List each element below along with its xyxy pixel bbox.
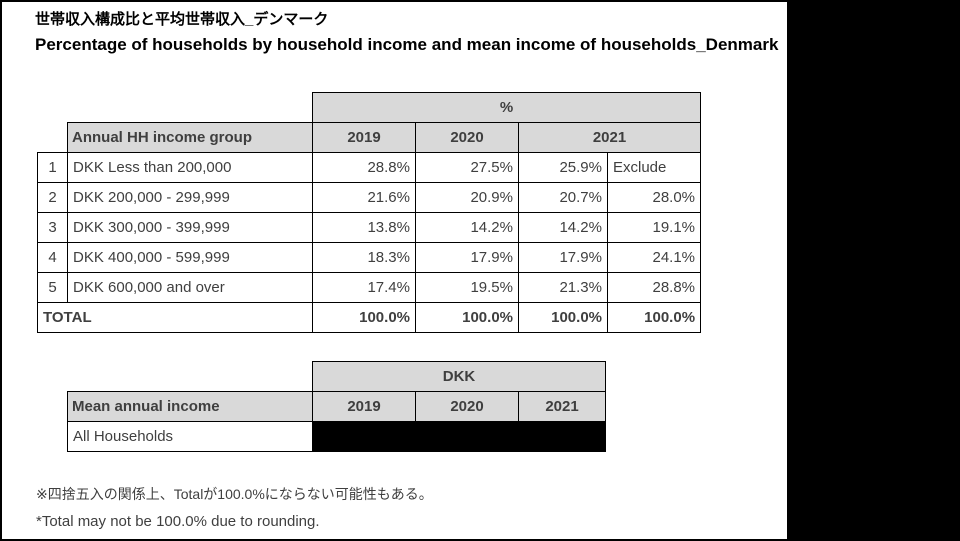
spacer-cell [68, 362, 313, 392]
row-label: DKK 300,000 - 399,999 [67, 212, 313, 243]
value-2021-adjusted: 28.8% [606, 272, 702, 303]
table-row: 3 DKK 300,000 - 399,999 13.8% 14.2% 14.2… [37, 212, 702, 243]
total-label: TOTAL [37, 302, 313, 333]
row-number: 3 [37, 212, 68, 243]
value-2020: 20.9% [415, 182, 519, 213]
value-2021: 25.9% [518, 152, 608, 183]
table-row: 5 DKK 600,000 and over 17.4% 19.5% 21.3%… [37, 272, 702, 303]
group-header-cell: Mean annual income [67, 391, 313, 422]
value-2021: 21.3% [518, 272, 608, 303]
row-label: DKK 400,000 - 599,999 [67, 242, 313, 273]
total-2019: 100.0% [312, 302, 416, 333]
row-label: DKK 200,000 - 299,999 [67, 182, 313, 213]
total-row: TOTAL 100.0% 100.0% 100.0% 100.0% [37, 302, 702, 333]
value-2019: 18.3% [312, 242, 416, 273]
footnote-japanese: ※四捨五入の関係上、Totalが100.0%にならない可能性もある。 [36, 486, 433, 502]
year-header-2019: 2019 [312, 122, 416, 153]
unit-header-cell: DKK [312, 361, 606, 392]
value-2021-adjusted: 28.0% [606, 182, 702, 213]
row-number: 5 [37, 272, 68, 303]
row-label: DKK 600,000 and over [67, 272, 313, 303]
year-header-2021: 2021 [518, 391, 606, 422]
value-2021-adjusted: Exclude [606, 152, 702, 183]
value-2019: 17.4% [312, 272, 416, 303]
redacted-side-panel [787, 2, 958, 539]
value-2021: 17.9% [518, 242, 608, 273]
year-header-2021: 2021 [517, 122, 702, 153]
row-number: 1 [37, 152, 68, 183]
table-row: 1 DKK Less than 200,000 28.8% 27.5% 25.9… [37, 152, 702, 183]
spacer-cell [38, 93, 313, 123]
table-row: All Households [67, 421, 606, 452]
mean-income-table: DKK Mean annual income 2019 2020 2021 Al… [67, 361, 606, 452]
value-2020: 27.5% [415, 152, 519, 183]
footnote-english: *Total may not be 100.0% due to rounding… [36, 513, 320, 530]
value-2019: 13.8% [312, 212, 416, 243]
value-2019: 28.8% [312, 152, 416, 183]
value-2021-adjusted: 19.1% [606, 212, 702, 243]
value-2021: 14.2% [518, 212, 608, 243]
value-2020: 19.5% [415, 272, 519, 303]
value-2021-adjusted: 24.1% [606, 242, 702, 273]
row-label: DKK Less than 200,000 [67, 152, 313, 183]
percent-table: % Annual HH income group 2019 2020 2021 … [37, 92, 702, 333]
spacer-cell [38, 123, 68, 153]
total-2021-adjusted: 100.0% [606, 302, 702, 333]
value-2021: 20.7% [518, 182, 608, 213]
total-2020: 100.0% [415, 302, 519, 333]
row-label: All Households [67, 421, 313, 452]
year-header-2020: 2020 [415, 122, 519, 153]
value-2020: 17.9% [415, 242, 519, 273]
total-2021: 100.0% [518, 302, 608, 333]
group-header-cell: Annual HH income group [67, 122, 313, 153]
row-number: 2 [37, 182, 68, 213]
table-row: 4 DKK 400,000 - 599,999 18.3% 17.9% 17.9… [37, 242, 702, 273]
table-row: 2 DKK 200,000 - 299,999 21.6% 20.9% 20.7… [37, 182, 702, 213]
unit-header-cell: % [311, 92, 702, 123]
value-2019: 21.6% [312, 182, 416, 213]
page-title-japanese: 世帯収入構成比と平均世帯収入_デンマーク [35, 11, 329, 28]
row-number: 4 [37, 242, 68, 273]
value-2020: 14.2% [415, 212, 519, 243]
page-title-english: Percentage of households by household in… [35, 35, 779, 54]
year-header-2019: 2019 [312, 391, 416, 422]
year-header-2020: 2020 [415, 391, 519, 422]
redacted-values-cell [312, 421, 606, 452]
